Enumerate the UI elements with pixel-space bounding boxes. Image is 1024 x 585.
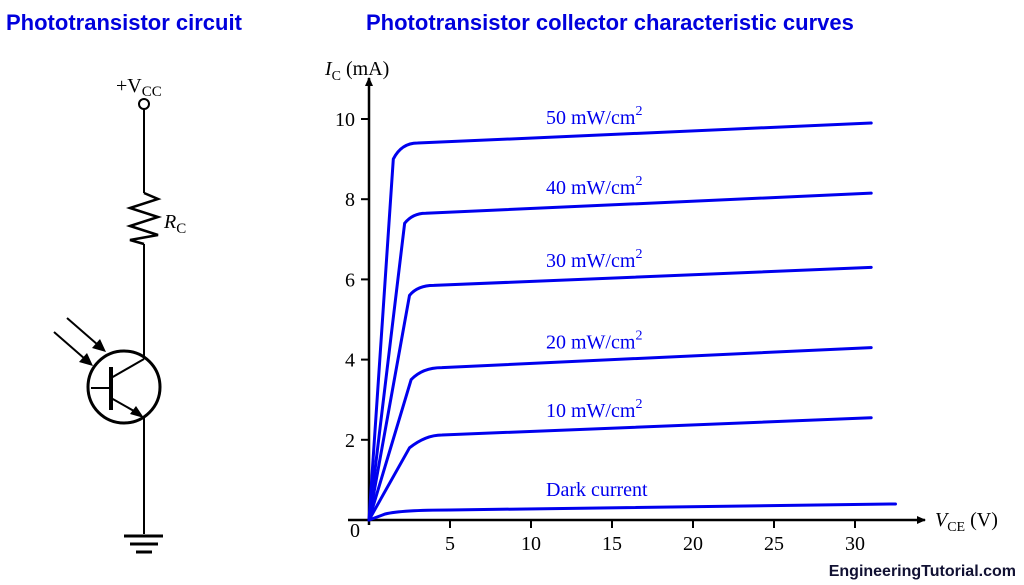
x-tick-label: 20 bbox=[683, 533, 703, 555]
rc-label: RC bbox=[163, 211, 186, 237]
curve-2 bbox=[367, 265, 873, 522]
y-tick-label: 2 bbox=[345, 430, 355, 452]
curve-label: 30 mW/cm2 bbox=[546, 247, 642, 272]
curve-labels: 50 mW/cm2 40 mW/cm2 30 mW/cm2 20 mW/cm2 10 m… bbox=[546, 104, 648, 501]
curve-label: 40 mW/cm2 bbox=[546, 174, 642, 199]
curve-1 bbox=[367, 191, 873, 522]
curve-label: Dark current bbox=[546, 479, 648, 501]
x-tick-label: 5 bbox=[445, 533, 455, 555]
resistor-icon bbox=[125, 191, 163, 246]
phototransistor-circuit: +VCC RC bbox=[53, 75, 186, 554]
curve-label: 10 mW/cm2 bbox=[546, 397, 642, 422]
phototransistor-icon bbox=[86, 349, 162, 534]
y-tick-label: 8 bbox=[345, 189, 355, 211]
x-ticks: 5 10 15 20 25 30 bbox=[445, 520, 865, 555]
y-tick-label: 6 bbox=[345, 269, 355, 291]
y-axis-label: IC (mA) bbox=[324, 58, 389, 84]
y-tick-label: 10 bbox=[335, 109, 355, 131]
y-tick-label: 4 bbox=[345, 350, 355, 372]
curve-series bbox=[367, 121, 897, 522]
curve-5 bbox=[367, 502, 897, 522]
circuit-title: Phototransistor circuit bbox=[6, 10, 242, 35]
y-ticks: 2 4 6 8 10 bbox=[335, 109, 369, 452]
x-tick-label: 10 bbox=[521, 533, 541, 555]
x-tick-label: 25 bbox=[764, 533, 784, 555]
curve-0 bbox=[367, 121, 873, 522]
vcc-label: +VCC bbox=[116, 75, 162, 100]
chart-title: Phototransistor collector characteristic… bbox=[366, 10, 854, 35]
origin-label: 0 bbox=[350, 520, 360, 542]
curve-label: 50 mW/cm2 bbox=[546, 104, 642, 129]
x-tick-label: 30 bbox=[845, 533, 865, 555]
x-tick-label: 15 bbox=[602, 533, 622, 555]
characteristic-chart: 2 4 6 8 10 5 10 15 20 25 30 0 IC (mA) VCE (V) 50 mW… bbox=[324, 58, 998, 555]
ground-icon bbox=[124, 534, 163, 554]
supply-terminal-icon bbox=[138, 98, 150, 110]
light-rays-icon bbox=[53, 317, 106, 366]
curve-label: 20 mW/cm2 bbox=[546, 329, 642, 354]
watermark: EngineeringTutorial.com bbox=[828, 563, 1016, 580]
curve-4 bbox=[367, 416, 873, 522]
x-axis-label: VCE (V) bbox=[935, 509, 998, 535]
curve-3 bbox=[367, 346, 873, 522]
